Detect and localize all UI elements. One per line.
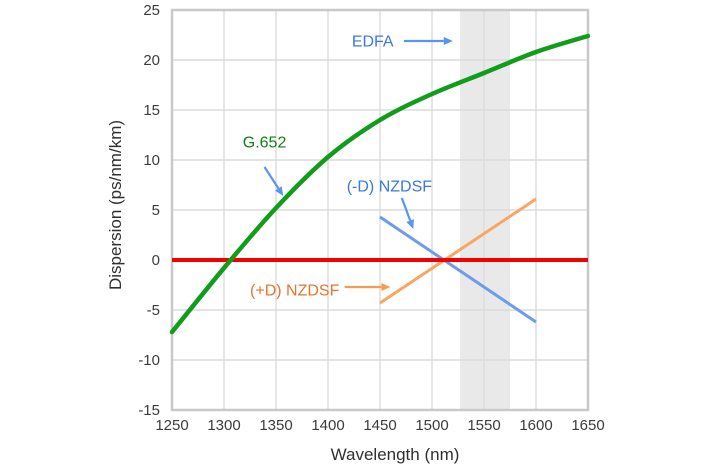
y-tick-label: 15 [143, 102, 160, 119]
annotation-arrow-nzdsf-minus [400, 197, 412, 221]
annotation-arrowhead-nzdsf-minus [406, 219, 414, 229]
x-tick-label: 1650 [571, 417, 604, 434]
series-layer [169, 33, 591, 335]
y-tick-label: 20 [143, 52, 160, 69]
y-axis-title: Dispersion (ps/nm/km) [106, 120, 125, 290]
annotation-arrowhead-edfa [443, 37, 453, 45]
x-tick-label: 1350 [259, 417, 292, 434]
x-tick-label: 1550 [467, 417, 500, 434]
x-tick-label: 1500 [415, 417, 448, 434]
annotation-arrowhead-nzdsf-plus [381, 283, 391, 291]
x-tick-label: 1400 [311, 417, 344, 434]
plot-frame [170, 8, 590, 412]
y-tick-label: -10 [138, 352, 160, 369]
annotation-arrow-layer [263, 37, 453, 291]
y-tick-label: 0 [152, 252, 160, 269]
y-tick-label: -5 [147, 302, 160, 319]
y-tick-label: -15 [138, 402, 160, 419]
tick-label-layer: 1250 1300 1350 1400 1450 1500 1550 1600 16502520… [138, 2, 604, 434]
annotation-g652-label: G.652 [243, 135, 287, 152]
x-tick-label: 1250 [155, 417, 188, 434]
annotation-edfa-label: EDFA [352, 34, 394, 51]
grid-layer [172, 10, 588, 410]
annotation-arrowhead-g652 [275, 186, 284, 196]
series-line-g-652 [169, 33, 591, 335]
y-tick-label: 10 [143, 152, 160, 169]
x-axis-title: Wavelength (nm) [331, 445, 460, 464]
series-line--d-nzdsf [379, 197, 537, 305]
x-tick-label: 1600 [519, 417, 552, 434]
frame-layer [170, 8, 590, 412]
y-tick-label: 5 [152, 202, 160, 219]
x-tick-label: 1300 [207, 417, 240, 434]
y-tick-label: 25 [143, 2, 160, 19]
series-line--d-nzdsf [379, 215, 537, 324]
x-tick-label: 1450 [363, 417, 396, 434]
annotation-nzdsf-plus-label: (+D) NZDSF [250, 283, 340, 300]
annotation-nzdsf-minus-label: (-D) NZDSF [347, 179, 433, 196]
annotation-arrow-g652 [263, 166, 280, 190]
